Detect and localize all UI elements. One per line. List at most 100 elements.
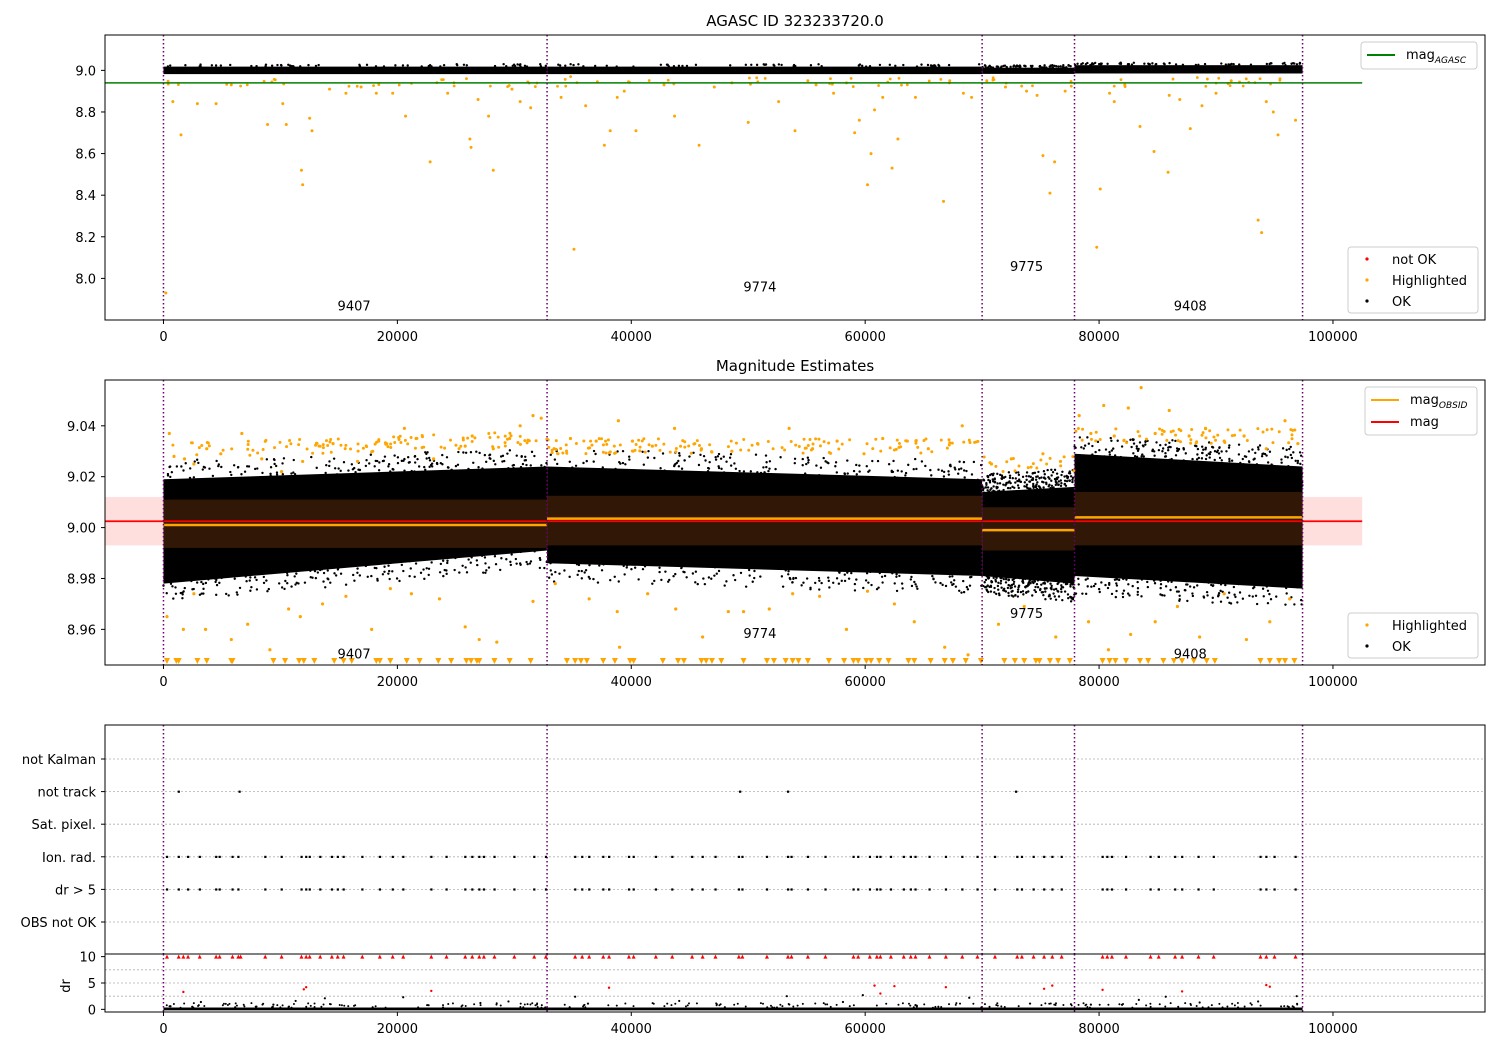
ok-point: [997, 566, 1000, 569]
dr-point: [353, 1004, 356, 1007]
ok-point: [382, 65, 386, 68]
ok-point: [1297, 571, 1301, 574]
highlighted-point: [361, 446, 365, 450]
ok-point: [1245, 565, 1248, 569]
ok-point: [1136, 590, 1140, 594]
ok-point: [659, 553, 662, 556]
ok-point: [993, 586, 996, 590]
flag-mark: [976, 855, 979, 858]
ok-point: [1168, 441, 1171, 445]
ok-point: [930, 64, 933, 67]
highlighted-point: [962, 440, 966, 444]
ok-point: [215, 459, 218, 463]
ok-point: [175, 465, 179, 468]
ok-point: [1183, 476, 1186, 479]
highlighted-point: [262, 79, 266, 83]
ok-point: [570, 555, 574, 558]
ok-point: [751, 580, 754, 583]
ok-point: [702, 480, 705, 483]
highlighted-point: [420, 434, 424, 438]
flag-mark: [914, 888, 917, 891]
dr-point: [959, 1002, 962, 1005]
ok-point: [958, 562, 962, 565]
ok-point: [461, 553, 464, 557]
ok-point: [588, 479, 592, 483]
ok-point: [399, 477, 402, 480]
highlighted-point: [601, 443, 605, 447]
dr-point: [226, 1004, 229, 1007]
ok-point: [1232, 566, 1235, 569]
ok-point: [533, 454, 536, 458]
highlighted-point: [996, 622, 1001, 626]
ok-point: [245, 488, 248, 492]
ok-point: [1034, 574, 1038, 578]
highlighted-point: [432, 457, 436, 461]
highlighted-point: [1226, 428, 1230, 432]
ok-point: [420, 555, 423, 558]
highlighted-point: [377, 438, 381, 442]
ok-point: [1289, 478, 1292, 482]
ok-point: [428, 551, 432, 554]
highlighted-point: [256, 451, 260, 455]
ok-point: [715, 559, 719, 562]
ok-point: [1130, 63, 1134, 66]
ok-point: [293, 575, 296, 578]
flag-category-label: OBS not OK: [21, 916, 97, 931]
ok-point: [925, 489, 928, 492]
ok-point: [245, 465, 249, 468]
ok-point: [458, 476, 462, 480]
ok-point: [416, 457, 419, 461]
below-limit-marker: [703, 658, 710, 664]
ok-point: [440, 554, 444, 557]
ok-point: [446, 466, 450, 469]
ok-point: [868, 559, 871, 562]
ok-point: [1043, 567, 1046, 570]
highlighted-point: [1175, 604, 1180, 609]
ok-point: [282, 457, 286, 460]
ok-point: [231, 562, 234, 566]
ok-point: [527, 470, 530, 473]
highlighted-point: [344, 594, 348, 598]
ok-point: [879, 563, 882, 566]
ok-point: [1006, 486, 1010, 490]
highlighted-point: [1287, 441, 1291, 445]
highlighted-point: [454, 443, 458, 447]
ok-point: [788, 483, 791, 486]
ok-point: [1017, 495, 1020, 498]
ok-point: [866, 482, 869, 485]
flag-mark: [336, 888, 339, 891]
ok-point: [429, 479, 433, 482]
ok-point: [1102, 463, 1105, 467]
highlighted-point: [693, 442, 697, 446]
ok-point: [692, 451, 695, 454]
ok-point: [499, 455, 503, 458]
ok-point: [1134, 469, 1138, 472]
ok-point: [1021, 571, 1025, 575]
ok-point: [427, 476, 431, 479]
flag-mark: [879, 855, 882, 858]
highlighted-point: [554, 447, 558, 451]
ok-point: [1039, 570, 1043, 574]
ok-point: [914, 482, 918, 485]
ok-point: [1254, 571, 1258, 574]
ok-point: [1195, 470, 1198, 473]
ok-point: [281, 567, 284, 571]
highlighted-point: [181, 627, 185, 631]
ok-point: [316, 571, 320, 574]
ok-point: [236, 564, 240, 567]
ok-point: [1045, 587, 1048, 590]
ok-point: [285, 480, 289, 483]
ok-point: [690, 476, 693, 479]
highlighted-point: [634, 443, 638, 447]
ok-point: [1038, 499, 1041, 503]
ok-point: [1166, 449, 1170, 452]
ok-point: [1050, 474, 1053, 477]
ok-point: [1009, 575, 1012, 578]
below-limit-marker: [1055, 658, 1062, 664]
flag-mark: [1273, 855, 1276, 858]
ok-point: [763, 476, 766, 479]
ok-point: [1210, 583, 1213, 587]
ok-point: [1295, 63, 1299, 66]
ok-point: [1186, 599, 1189, 603]
panel-agasc-frame: [104, 34, 1486, 321]
